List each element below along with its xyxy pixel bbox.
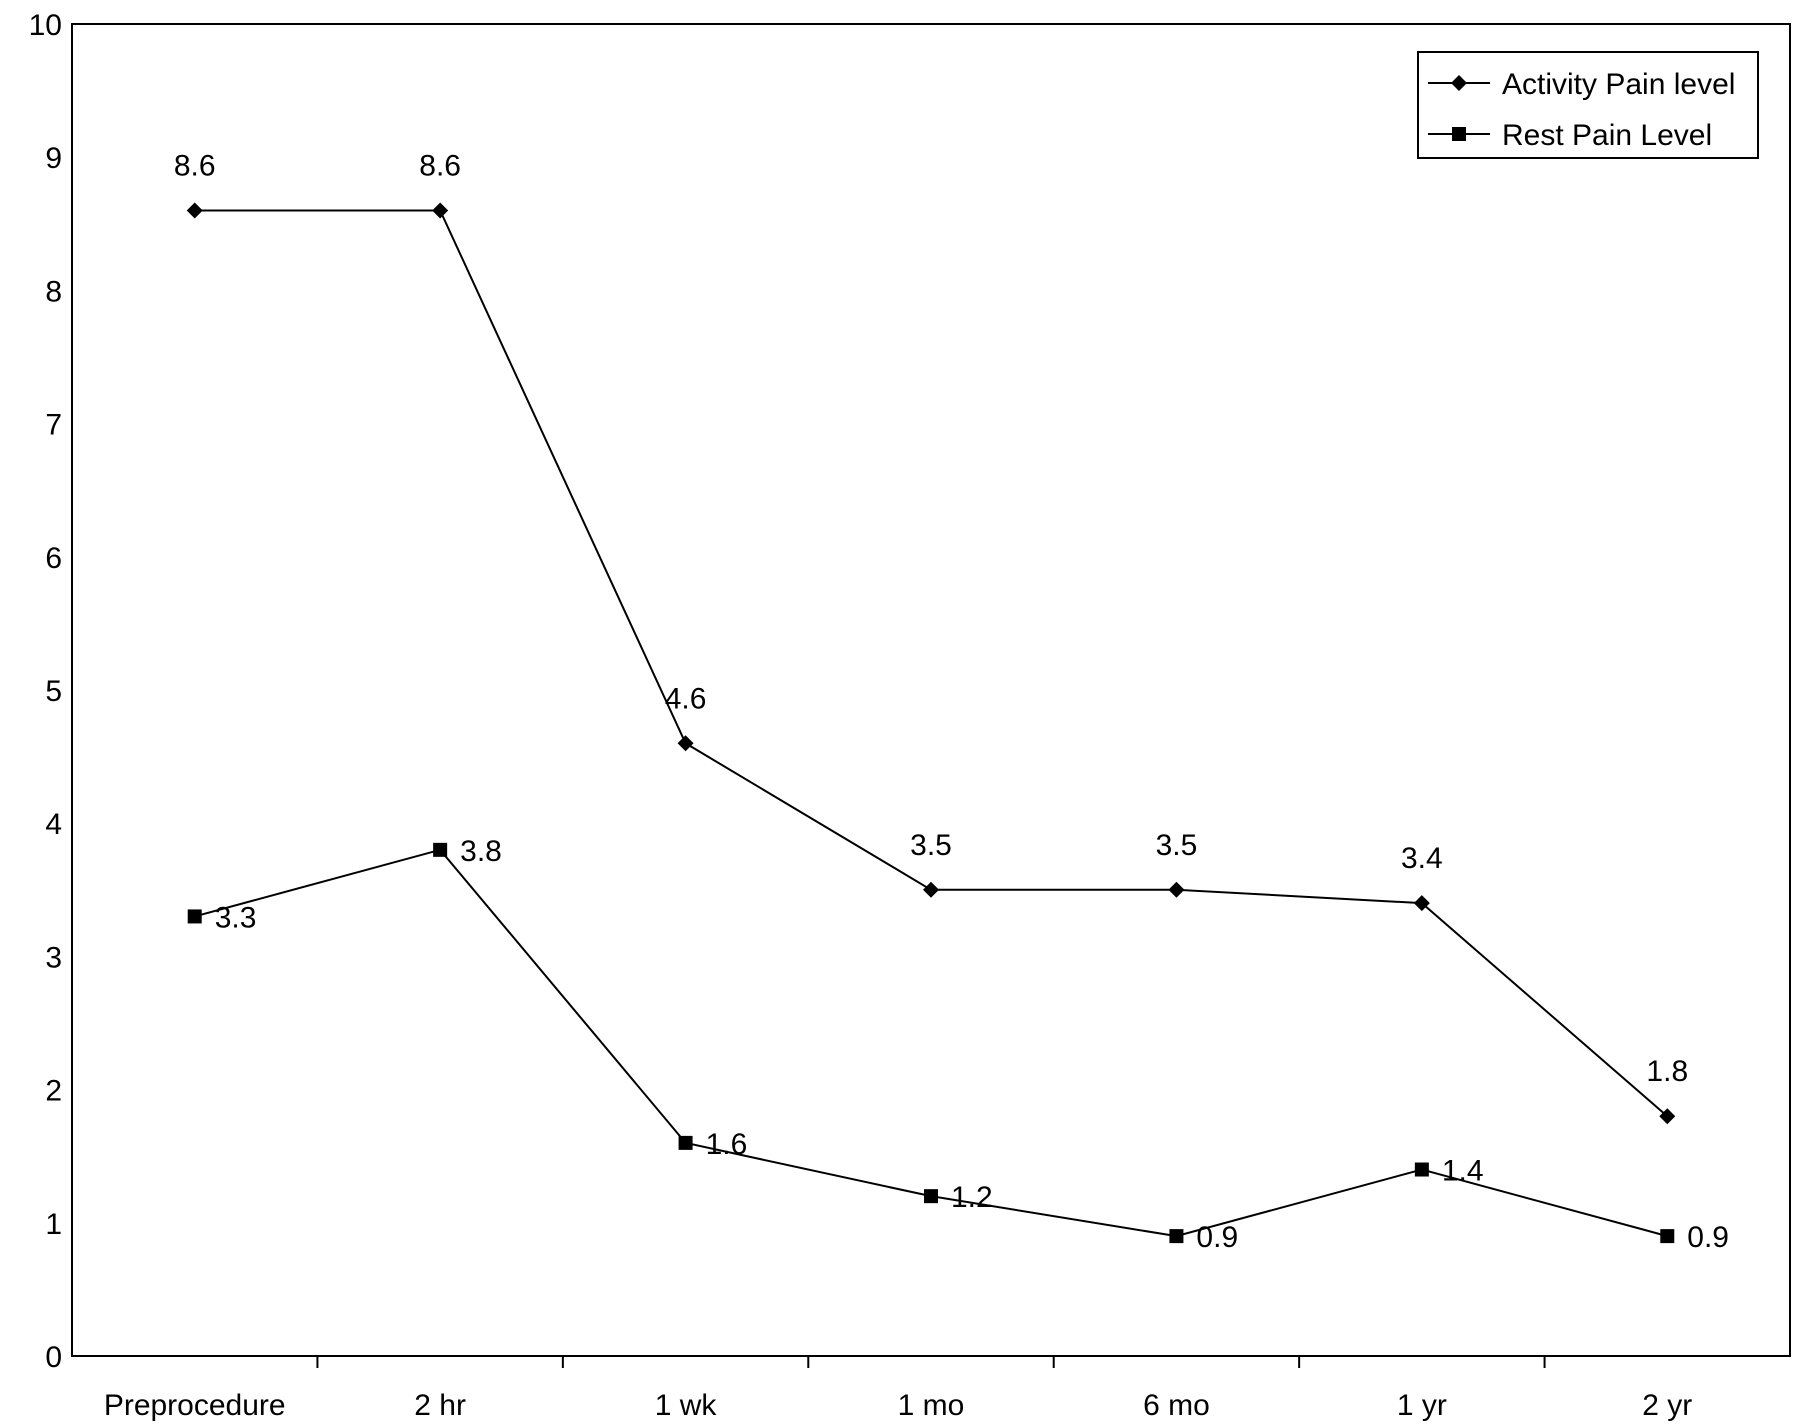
y-tick-label-6: 6 (45, 542, 62, 575)
series-0-data-label-5: 3.4 (1401, 842, 1443, 875)
series-1-data-label-5: 1.4 (1442, 1155, 1484, 1188)
y-tick-label-0: 0 (45, 1341, 62, 1374)
x-category-label-5: 1 yr (1397, 1389, 1447, 1422)
series-0-point-1 (432, 202, 449, 219)
series-1-point-2 (678, 1135, 693, 1150)
y-tick-label-10: 10 (29, 9, 62, 42)
y-tick-label-3: 3 (45, 941, 62, 974)
x-category-label-4: 6 mo (1143, 1389, 1210, 1422)
series-layer: 8.6 8.6 4.6 3.5 3.5 3.4 1.8 3.3 3.8 1.6 1.2 0.9 1.4 0… (174, 149, 1729, 1254)
series-1: 3.3 3.8 1.6 1.2 0.9 1.4 0.9 (187, 835, 1729, 1254)
y-tick-label-1: 1 (45, 1208, 62, 1241)
series-0-data-label-4: 3.5 (1156, 829, 1198, 862)
x-axis: Preprocedure 2 hr 1 wk 1 mo 6 mo 1 yr 2 yr (104, 1356, 1692, 1422)
series-1-data-label-0: 3.3 (215, 901, 257, 934)
series-1-point-3 (924, 1189, 938, 1204)
y-tick-label-2: 2 (45, 1075, 62, 1108)
series-0-data-label-3: 3.5 (910, 829, 952, 862)
x-category-label-2: 1 wk (655, 1389, 718, 1422)
series-0-point-6 (1659, 1108, 1676, 1125)
legend-box (1417, 51, 1759, 159)
series-0-data-label-2: 4.6 (665, 682, 707, 715)
legend-label-activity: Activity Pain level (1502, 68, 1735, 101)
x-category-label-0: Preprocedure (104, 1389, 286, 1422)
series-0: 8.6 8.6 4.6 3.5 3.5 3.4 1.8 (174, 149, 1688, 1125)
series-0-point-2 (677, 735, 694, 752)
series-0-point-3 (923, 881, 939, 898)
series-0-point-4 (1168, 881, 1185, 898)
series-0-point-0 (186, 202, 203, 219)
series-1-data-label-4: 0.9 (1196, 1221, 1238, 1254)
series-0-data-label-1: 8.6 (419, 149, 461, 182)
y-tick-label-4: 4 (45, 808, 62, 841)
y-tick-label-7: 7 (45, 409, 62, 442)
y-tick-label-9: 9 (45, 142, 62, 175)
series-1-point-1 (433, 842, 448, 857)
series-1-point-0 (187, 909, 202, 924)
legend-label-rest: Rest Pain Level (1502, 119, 1712, 152)
legend-diamond-icon (1451, 75, 1467, 91)
series-1-point-4 (1169, 1229, 1184, 1244)
series-0-data-label-6: 1.8 (1646, 1055, 1688, 1088)
series-1-data-label-6: 0.9 (1687, 1221, 1729, 1254)
x-category-label-6: 2 yr (1642, 1389, 1692, 1422)
x-category-label-1: 2 hr (414, 1389, 466, 1422)
y-tick-label-5: 5 (45, 675, 62, 708)
series-1-data-label-1: 3.8 (460, 835, 502, 868)
y-tick-label-8: 8 (45, 275, 62, 308)
plot-area (71, 23, 1791, 1357)
series-1-data-label-2: 1.6 (706, 1128, 748, 1161)
series-1-point-5 (1414, 1162, 1429, 1177)
legend: Activity Pain level Rest Pain Level (1417, 51, 1759, 159)
x-category-label-3: 1 mo (898, 1389, 965, 1422)
series-1-point-6 (1660, 1229, 1675, 1244)
legend-square-icon (1452, 127, 1466, 141)
y-axis: 0 1 2 3 4 5 6 7 8 9 10 (29, 9, 62, 1374)
series-0-data-label-0: 8.6 (174, 149, 216, 182)
series-1-data-label-3: 1.2 (951, 1181, 993, 1214)
series-0-point-5 (1413, 895, 1430, 912)
